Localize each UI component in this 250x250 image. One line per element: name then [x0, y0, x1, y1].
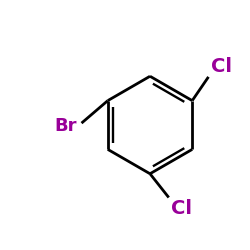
Text: Cl: Cl [171, 199, 192, 218]
Text: Br: Br [54, 116, 76, 134]
Text: Cl: Cl [211, 57, 232, 76]
